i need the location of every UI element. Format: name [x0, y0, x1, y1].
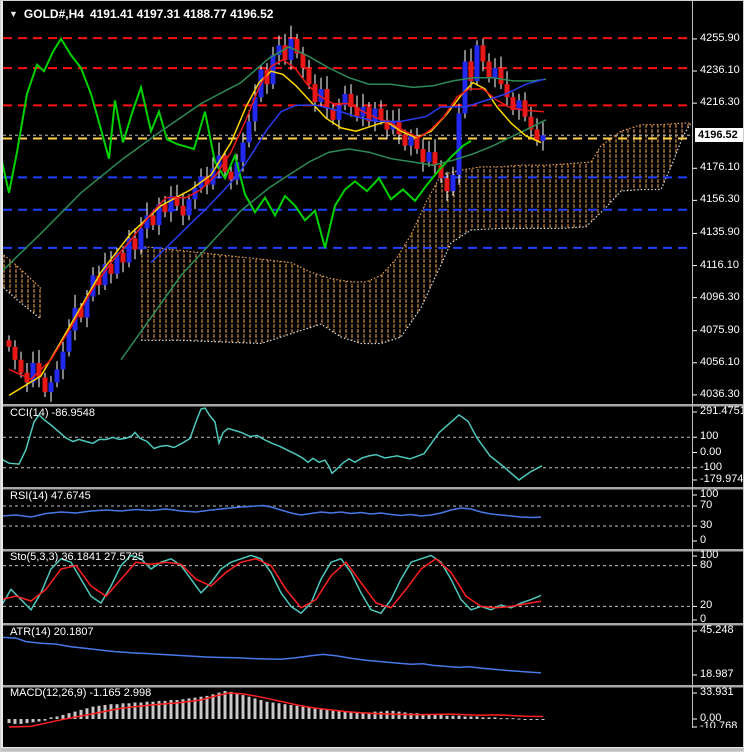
time-axis[interactable]	[1, 728, 743, 747]
symbol-period-label: GOLD#,H4	[23, 7, 84, 21]
chart-title-bar[interactable]: ▼ GOLD#,H4 4191.41 4197.31 4188.77 4196.…	[9, 7, 273, 21]
window-border	[1, 1, 3, 747]
ohlc-values: 4191.41 4197.31 4188.77 4196.52	[89, 7, 274, 21]
triangle-down-icon: ▼	[9, 9, 18, 19]
status-strip	[1, 747, 743, 751]
